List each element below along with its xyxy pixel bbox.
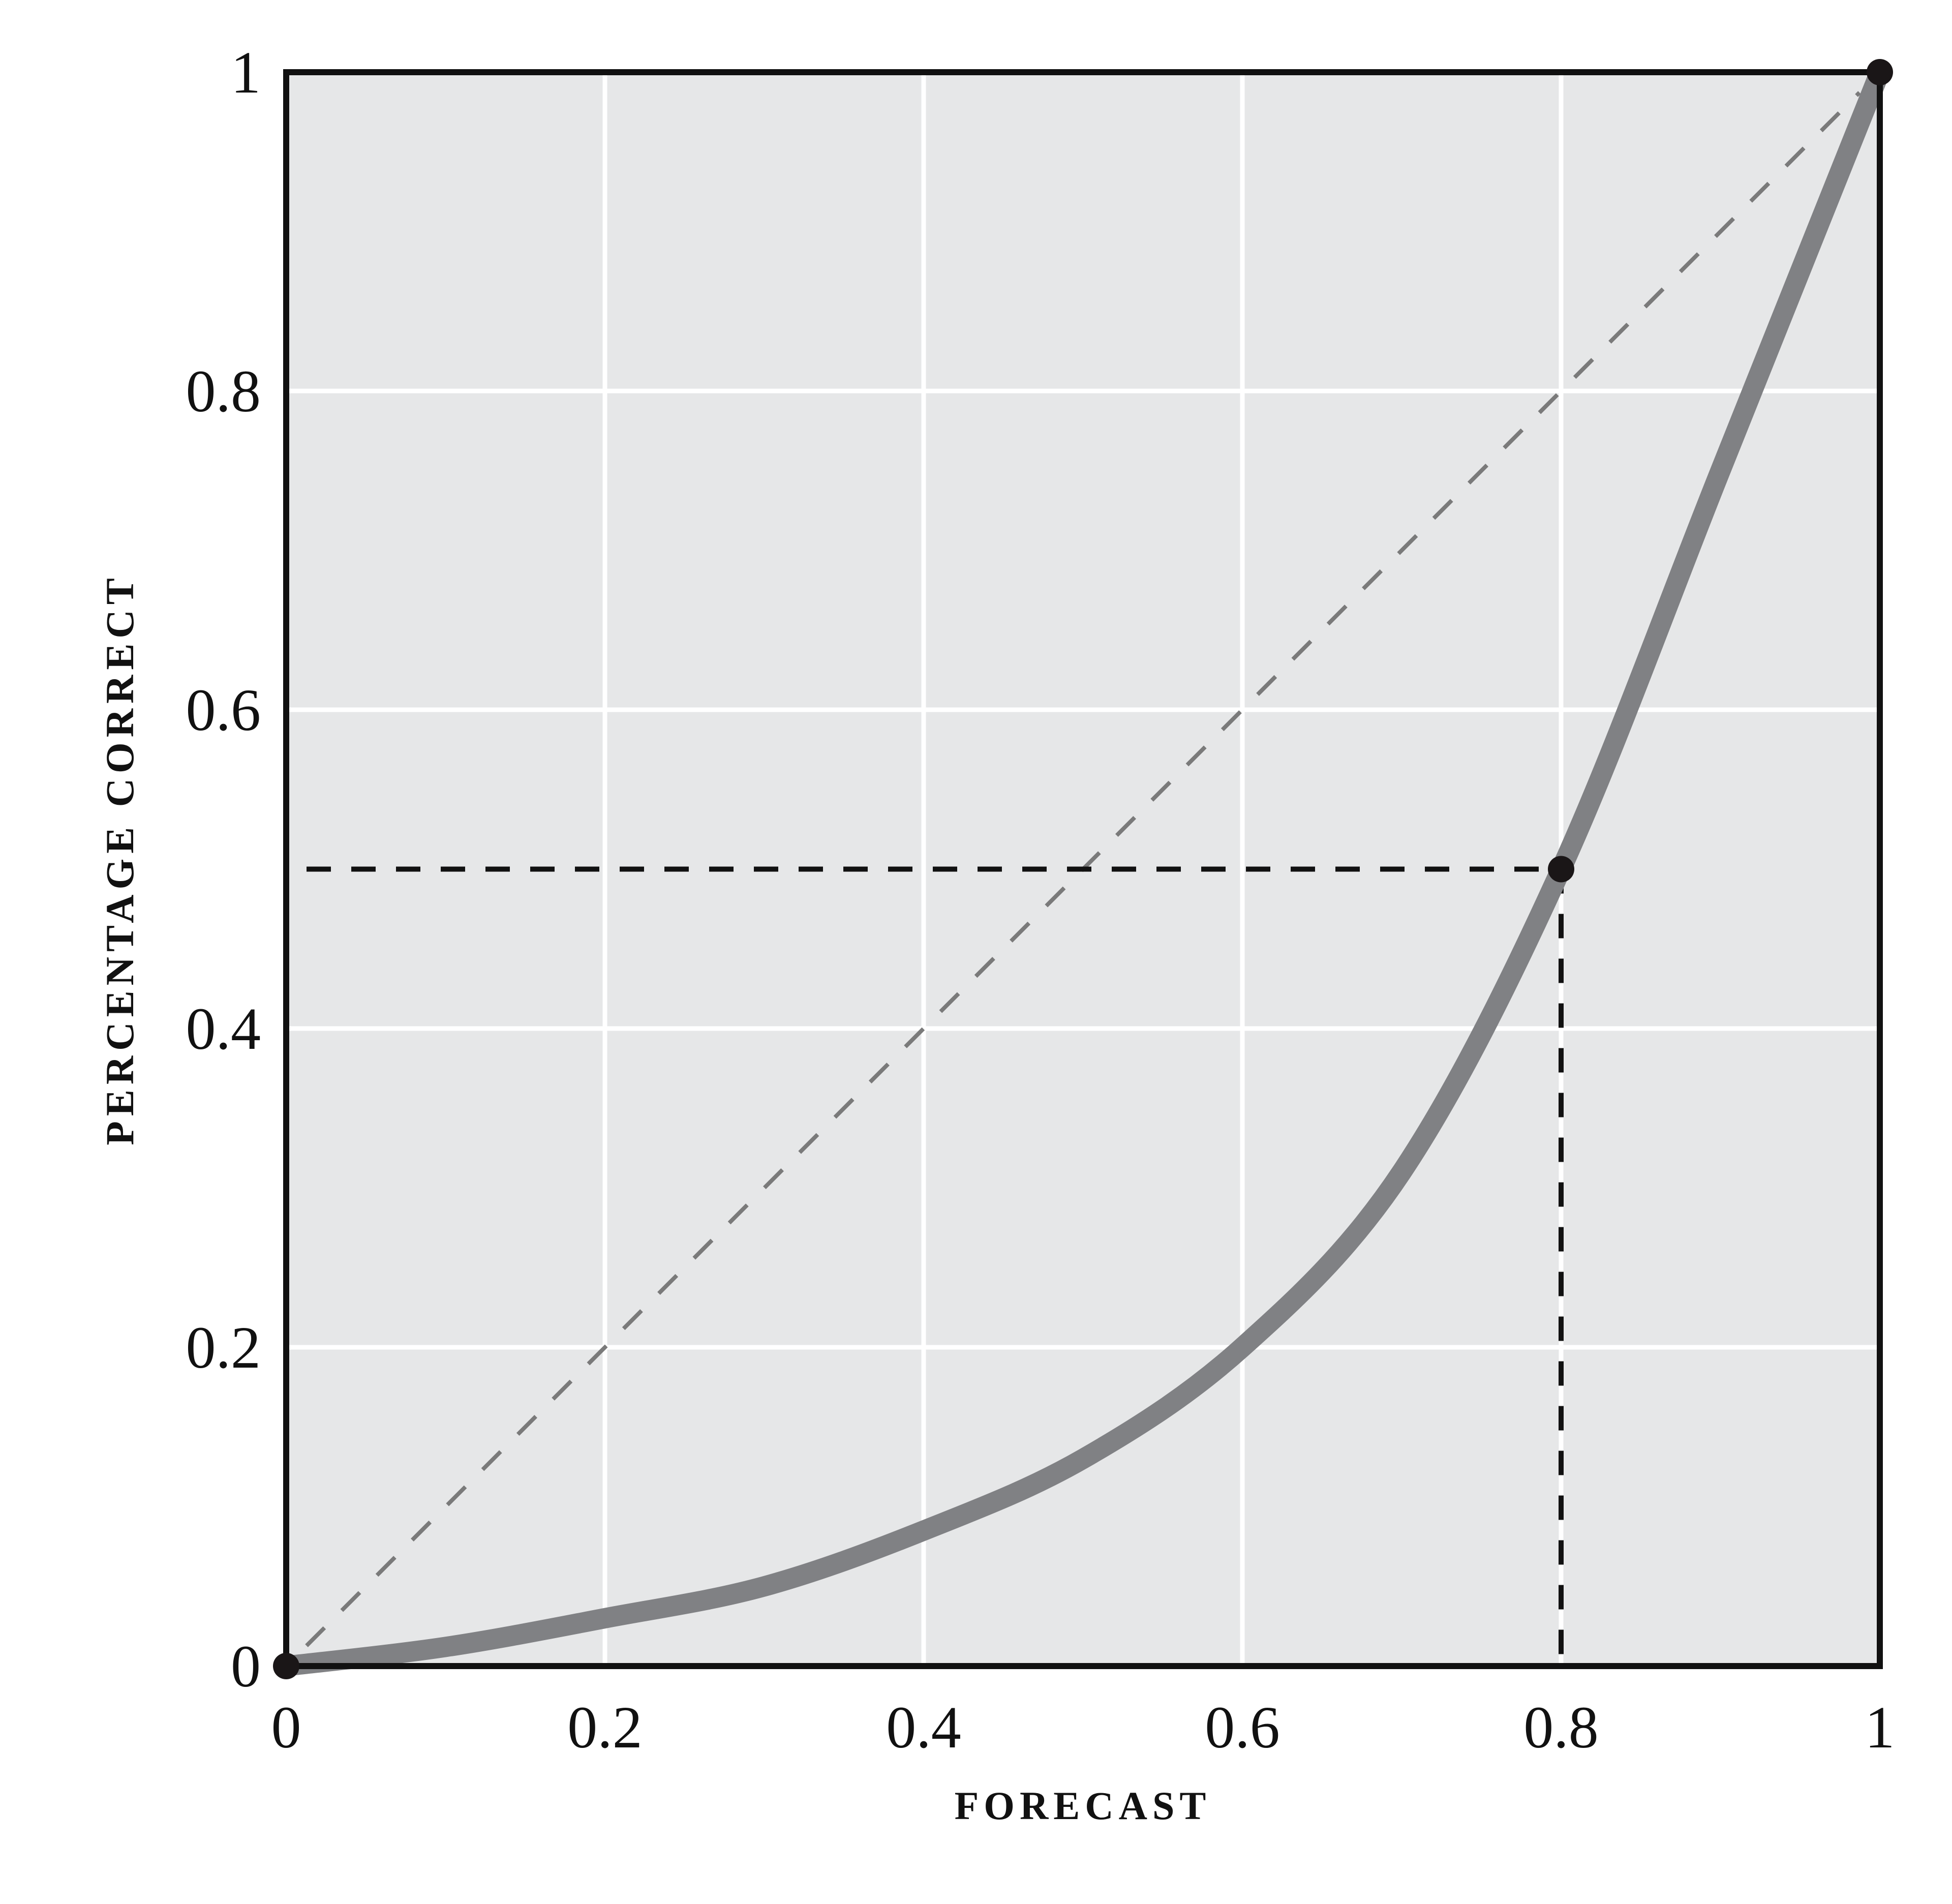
y-tick-label: 0.4	[186, 995, 261, 1062]
grid-lines	[286, 72, 1880, 1666]
y-tick-label: 0.6	[186, 677, 261, 743]
x-tick-label: 0.4	[886, 1694, 961, 1761]
dashed-guide-lines	[307, 866, 1564, 1666]
x-axis-tick-labels: 0 0.2 0.4 0.6 0.8 1	[271, 1694, 1895, 1761]
calibration-curve	[276, 62, 1890, 1676]
x-tick-label: 1	[1865, 1694, 1895, 1761]
y-axis-title: PERCENTAGE CORRECT	[98, 573, 142, 1145]
x-axis-title: FORECAST	[955, 1784, 1211, 1828]
x-tick-label: 0.8	[1523, 1694, 1599, 1761]
plot-border	[283, 69, 1883, 1669]
y-tick-label: 1	[231, 39, 261, 106]
data-point-marker	[273, 1653, 299, 1679]
y-tick-label: 0.2	[186, 1314, 261, 1381]
calibration-curve-path	[276, 62, 1890, 1676]
data-point-marker	[1867, 59, 1893, 85]
plot-frame	[283, 69, 1883, 1669]
y-tick-label: 0.8	[186, 358, 261, 425]
x-tick-label: 0.6	[1205, 1694, 1280, 1761]
x-tick-label: 0.2	[567, 1694, 643, 1761]
data-point-marker	[1548, 856, 1574, 883]
data-points	[273, 59, 1893, 1679]
y-axis-tick-labels: 0 0.2 0.4 0.6 0.8 1	[186, 39, 261, 1700]
x-tick-label: 0	[271, 1694, 301, 1761]
y-tick-label: 0	[231, 1633, 261, 1700]
